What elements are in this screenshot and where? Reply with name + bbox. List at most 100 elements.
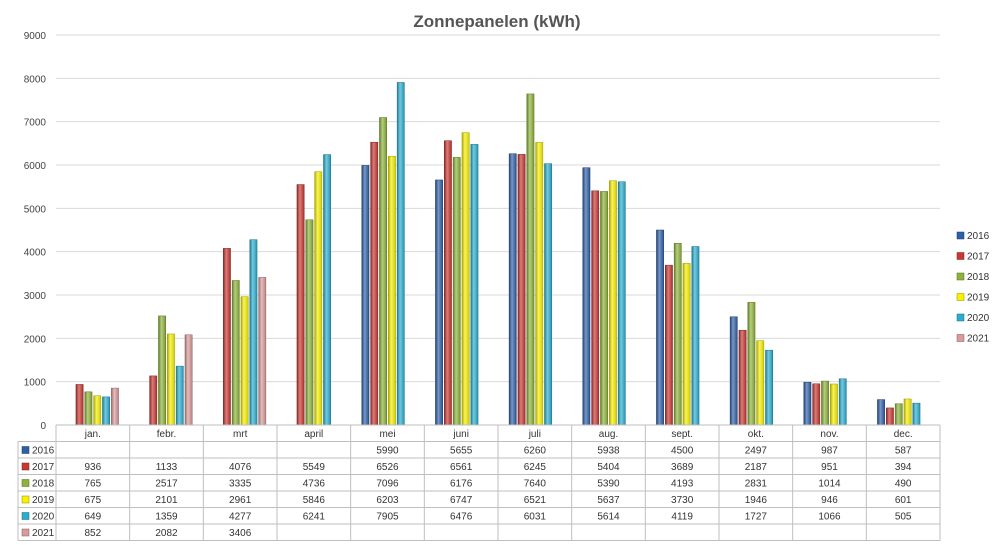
table-series-label: 2021 [32,528,55,539]
bar-2019-okt. [756,340,765,426]
data-label: 5990 [376,446,399,457]
data-label: 6245 [524,462,547,473]
table-legend-key [21,495,30,504]
data-label: 6031 [524,512,547,523]
data-label: 5404 [597,462,620,473]
data-label: 6521 [524,495,547,506]
bar-2020-febr. [175,365,184,426]
x-category-label: febr. [157,429,176,440]
data-label: 7096 [376,479,399,490]
data-label: 6241 [303,512,326,523]
bar-2019-juni [461,132,470,426]
x-category-label: juli [528,429,541,440]
data-label: 4193 [671,479,694,490]
bar-2021-jan. [111,387,119,426]
bar-2020-april [323,154,331,426]
data-label: 1727 [745,512,768,523]
bar-2019-febr. [167,333,175,426]
bar-2018-juli [526,93,535,426]
x-category-label: juni [452,429,469,440]
bar-2017-mei [370,141,379,426]
bar-2018-april [305,219,314,426]
bar-2016-dec. [877,399,885,426]
bar-2017-dec. [886,407,894,426]
y-tick-label: 1000 [24,378,47,389]
data-label: 2517 [155,479,178,490]
data-label: 2187 [745,462,768,473]
chart-title: Zonnepanelen (kWh) [413,12,580,31]
data-label: 6476 [450,512,473,523]
bar-2017-aug. [591,190,600,426]
data-label: 3406 [229,528,252,539]
legend-key [956,313,965,322]
bar-2018-jan. [84,391,93,426]
data-label: 1133 [156,462,178,473]
bar-2020-dec. [912,402,921,426]
bar-2020-nov. [838,378,847,426]
table-series-label: 2017 [32,462,55,473]
data-label: 987 [821,446,838,457]
data-label: 1066 [818,512,841,523]
legend-key [956,293,965,301]
y-tick-label: 4000 [24,248,47,259]
table-legend-key [21,446,30,454]
bar-2016-okt. [729,316,738,426]
bar-2018-aug. [600,191,608,426]
table-series-label: 2020 [32,512,55,523]
y-tick-label: 8000 [24,74,47,85]
legend-label: 2018 [967,272,990,283]
legend-key [956,334,965,342]
bar-2019-mei [388,155,396,426]
bar-2020-jan. [102,396,110,426]
bar-2020-sept. [691,246,700,426]
bar-2017-juli [517,154,526,426]
bar-2018-sept. [673,243,682,426]
data-label: 765 [84,479,101,490]
data-label: 4736 [303,479,326,490]
data-label: 6526 [376,462,399,473]
bar-2020-juni [470,144,479,426]
y-tick-label: 2000 [24,334,47,345]
y-tick-label: 6000 [24,161,47,172]
bar-2020-okt. [765,349,773,426]
bar-2018-dec. [894,403,903,426]
x-category-label: aug. [599,429,618,440]
bar-2016-aug. [582,167,591,426]
bar-2016-juni [435,179,443,426]
data-label: 5655 [450,446,473,457]
bar-2018-nov. [821,380,829,426]
legend-label: 2017 [967,252,990,263]
bar-2017-juni [444,140,452,426]
bar-2017-febr. [149,375,158,426]
data-label: 2831 [745,479,768,490]
bar-2020-mrt [249,239,258,426]
bar-2017-sept. [665,264,673,426]
data-label: 675 [84,495,101,506]
data-label: 587 [895,446,912,457]
data-label: 7640 [524,479,547,490]
data-label: 490 [895,479,912,490]
data-label: 2497 [745,446,768,457]
bar-2019-sept. [682,263,691,426]
data-label: 5637 [597,495,620,506]
legend-key [956,252,965,260]
bar-2018-okt. [747,302,756,426]
data-label: 6747 [450,495,473,506]
data-label: 505 [895,512,912,523]
bar-2016-juli [508,153,517,426]
legend-key [956,272,965,281]
bar-2018-juni [452,157,461,426]
table-series-label: 2018 [32,479,55,490]
y-tick-label: 9000 [24,31,47,42]
legend: 2016 2017 2018 2019 2020 2021 [956,231,990,345]
bar-2019-jan. [93,395,102,426]
data-label: 5846 [303,495,326,506]
data-label: 852 [84,528,101,539]
table-legend-key [21,462,30,471]
bar-2019-dec. [903,398,912,426]
x-category-label: mei [379,429,395,440]
data-label: 2101 [155,495,178,506]
data-label: 1359 [155,512,178,523]
x-category-label: nov. [820,429,838,440]
y-tick-label: 3000 [24,291,47,302]
